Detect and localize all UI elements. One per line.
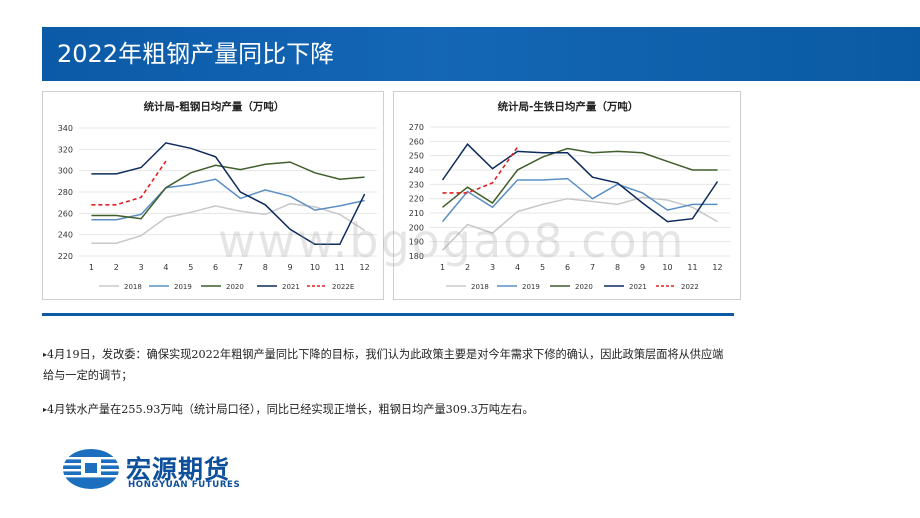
legend-label: 2022E [332,283,354,291]
x-tick-label: 9 [640,263,645,272]
x-tick-label: 12 [359,263,369,272]
y-tick-label: 230 [409,180,424,189]
series-line-2018 [441,196,718,251]
bullet-2-text: 4月铁水产量在255.93万吨（统计局口径），同比已经实现正增长，粗钢日均产量3… [47,403,534,416]
crude-steel-chart: 统计局-粗钢日均产量（万吨） 220 240 260 280 300 320 340 1 2 3 4 5… [42,91,384,300]
bullet-1: ▸4月19日，发改委：确保实现2022年粗钢产量同比下降的目标，我们认为此政策主… [43,344,733,386]
y-tick-label: 180 [409,252,424,261]
y-tick-label: 270 [409,123,424,132]
legend-label: 2021 [629,283,647,291]
series-line-2019 [441,177,718,223]
y-tick-label: 210 [409,209,424,218]
y-tick-label: 260 [409,137,424,146]
title-banner: 2022年粗钢产量同比下降 [42,27,920,81]
x-tick-label: 7 [238,263,243,272]
x-tick-label: 4 [163,263,168,272]
x-tick-label: 8 [263,263,268,272]
x-tick-label: 6 [213,263,218,272]
series-line-2021 [441,143,719,223]
y-tick-label: 340 [58,124,73,133]
pig-iron-chart: 统计局-生铁日均产量（万吨） 180 190 200 210 220 230 240 250 26… [393,91,741,300]
y-tick-label: 190 [409,238,424,247]
series-line-2020 [91,161,365,220]
divider [42,313,734,316]
x-tick-label: 1 [440,263,445,272]
y-tick-label: 250 [409,152,424,161]
slide-title: 2022年粗钢产量同比下降 [57,40,335,68]
x-tick-label: 1 [89,263,94,272]
series-line-2020 [442,147,718,208]
x-tick-label: 7 [590,263,595,272]
logo-chinese: 宏源期货 [126,455,231,484]
legend-label: 2019 [174,283,192,291]
x-tick-label: 5 [540,263,545,272]
y-tick-label: 320 [58,145,73,154]
bullet-2: ▸4月铁水产量在255.93万吨（统计局口径），同比已经实现正增长，粗钢日均产量… [43,399,733,420]
y-tick-label: 300 [58,167,73,176]
company-logo: 宏源期货 HONGYUAN FUTURES [62,448,262,490]
x-tick-label: 4 [515,263,520,272]
legend-label: 2022 [681,283,699,291]
y-tick-label: 240 [409,166,424,175]
x-tick-label: 9 [288,263,293,272]
x-tick-label: 10 [310,263,320,272]
series-line-2022E [91,160,167,206]
x-tick-label: 6 [565,263,570,272]
chart-title: 统计局-生铁日均产量（万吨） [498,100,639,113]
x-tick-label: 2 [465,263,470,272]
y-tick-label: 200 [409,223,424,232]
logo-english: HONGYUAN FUTURES [128,480,241,490]
legend-label: 2018 [124,283,142,291]
x-tick-label: 3 [490,263,495,272]
legend-label: 2020 [575,283,593,291]
series-line-2019 [91,178,365,221]
hongyuan-logo-icon [62,449,120,489]
x-tick-label: 2 [114,263,119,272]
chart-title: 统计局-粗钢日均产量（万吨） [144,100,285,113]
series-line-2018 [91,202,366,244]
x-tick-label: 11 [687,263,697,272]
x-tick-label: 11 [335,263,345,272]
bullet-marker: ▸ [43,405,48,414]
x-tick-label: 8 [615,263,620,272]
y-tick-label: 220 [409,195,424,204]
legend-label: 2018 [471,283,489,291]
x-tick-label: 12 [712,263,722,272]
bullet-marker: ▸ [43,350,48,359]
legend-label: 2020 [226,283,244,291]
x-tick-label: 5 [188,263,193,272]
legend-label: 2019 [522,283,540,291]
y-tick-label: 280 [58,188,73,197]
y-tick-label: 240 [58,231,73,240]
series-line-2021 [91,142,366,246]
legend-label: 2021 [282,283,300,291]
series-line-2022 [442,146,519,194]
watermark: www.bgogao8.com [218,214,686,268]
pig-iron-chart-svg: 统计局-生铁日均产量（万吨）18019020021022023024025026… [409,100,730,291]
x-tick-label: 10 [662,263,672,272]
y-tick-label: 220 [58,252,73,261]
y-tick-label: 260 [58,209,73,218]
x-tick-label: 3 [139,263,144,272]
bullet-1-text: 4月19日，发改委：确保实现2022年粗钢产量同比下降的目标，我们认为此政策主要… [43,348,724,382]
